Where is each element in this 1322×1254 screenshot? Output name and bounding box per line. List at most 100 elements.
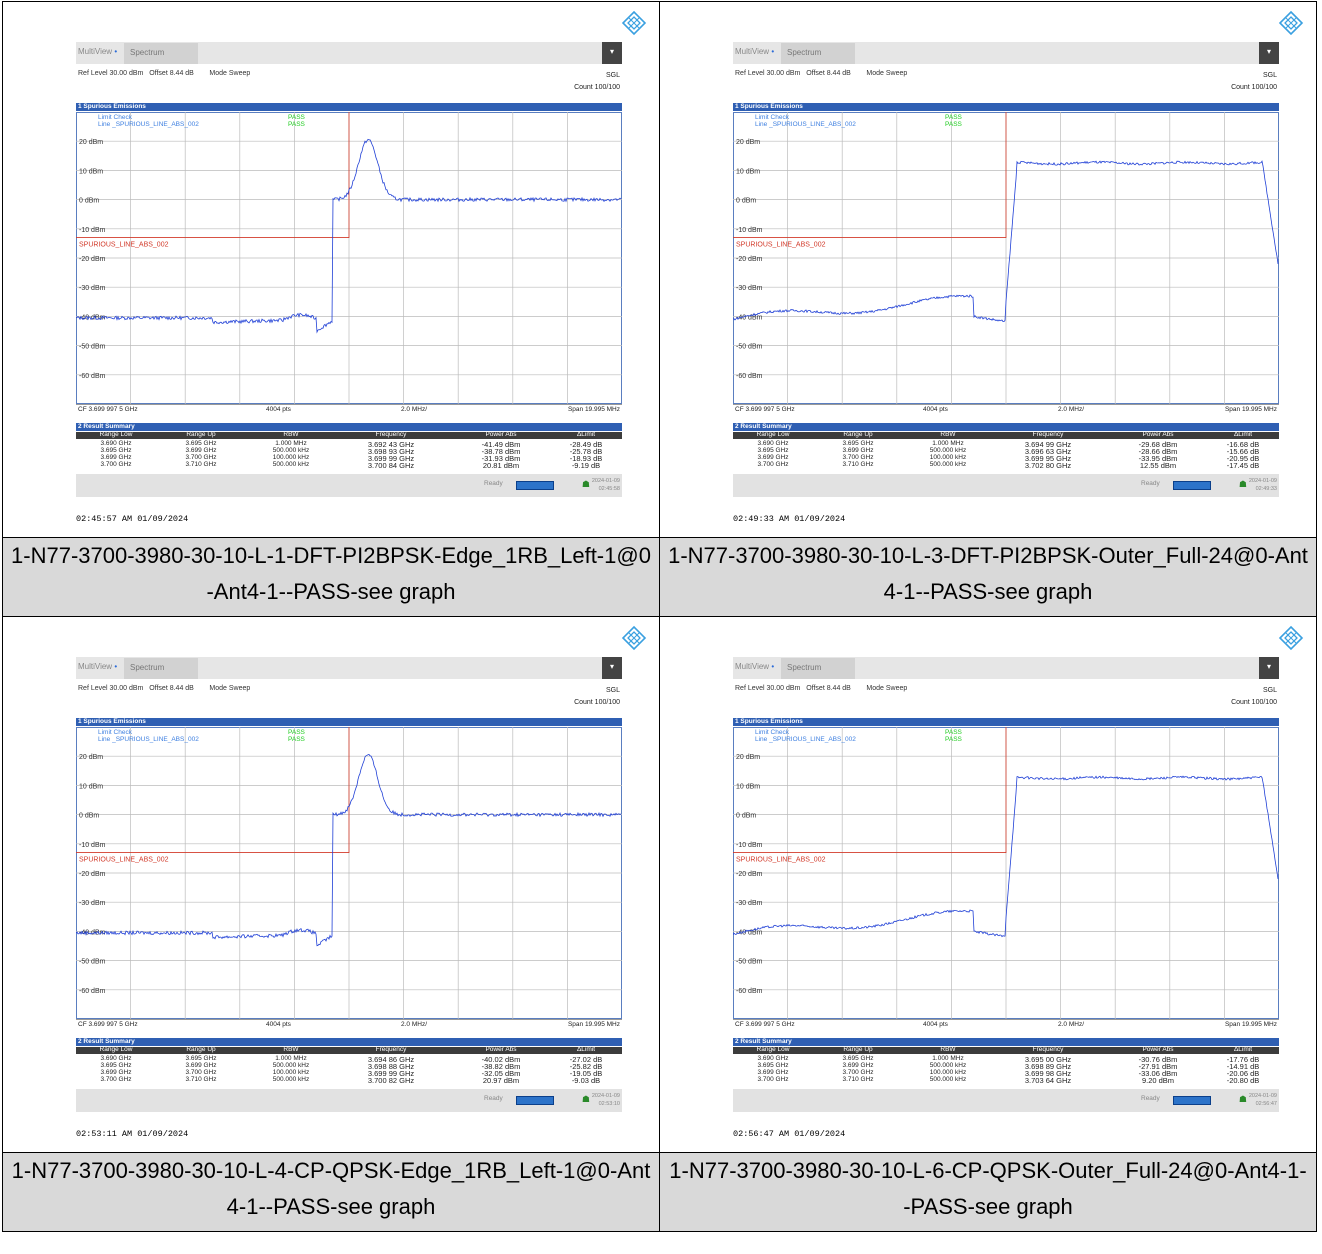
plot-footer: CF 3.699 997 5 GHz 4004 pts 2.0 MHz/ Spa… — [733, 1019, 1279, 1029]
result-cell: 500.000 kHz — [272, 1076, 310, 1083]
plot-footer: CF 3.699 997 5 GHz 4004 pts 2.0 MHz/ Spa… — [733, 404, 1279, 414]
result-cell: -25.78 dB — [569, 447, 603, 456]
sweep-info: SGL Count 100/100 — [1231, 70, 1277, 94]
center-frequency: CF 3.699 997 5 GHz — [78, 1021, 138, 1028]
division: 2.0 MHz/ — [401, 406, 428, 413]
progress-bar — [1173, 481, 1211, 490]
points-count: 4004 pts — [266, 406, 291, 413]
tab-multiview[interactable]: MultiView • — [78, 47, 117, 56]
tab-spectrum[interactable]: Spectrum — [781, 43, 855, 64]
result-cell: -19.05 dB — [569, 1069, 603, 1078]
capture-timestamp: 02:49:33 AM 01/09/2024 — [733, 514, 846, 524]
result-cell: -27.02 dB — [569, 1055, 603, 1064]
result-header-cell: Range Low — [99, 431, 133, 438]
result-cell: 1.000 MHz — [932, 1055, 964, 1062]
y-tick-label: -60 dBm — [736, 988, 763, 995]
result-cell: -32.05 dBm — [481, 1069, 521, 1078]
result-row: 3.690 GHz 3.695 GHz 1.000 MHz 3.694 86 GHz -… — [76, 1055, 622, 1064]
tab-bar: MultiView • Spectrum ▾ — [76, 42, 622, 64]
result-cell: 3.699 98 GHz — [1024, 1069, 1072, 1078]
result-cell: 3.700 GHz — [100, 461, 132, 468]
tab-bar: MultiView • Spectrum ▾ — [76, 657, 622, 679]
result-cell: -31.93 dBm — [481, 454, 521, 463]
analyzer-screen: MultiView • Spectrum ▾ Ref Level 30.00 d… — [733, 657, 1279, 1112]
result-cell: -20.06 dB — [1226, 1069, 1260, 1078]
result-cell: 3.696 63 GHz — [1024, 447, 1072, 456]
result-cell: 3.690 GHz — [757, 1055, 789, 1062]
result-cell: 9.20 dBm — [1141, 1076, 1175, 1085]
star-icon: • — [771, 662, 775, 671]
ref-level: Ref Level 30.00 dBm — [735, 70, 801, 77]
y-tick-label: 0 dBm — [736, 813, 756, 820]
spurious-title-bar: 1 Spurious Emissions — [76, 103, 622, 111]
result-header-cell: Power Abs — [485, 1046, 517, 1053]
result-cell: -33.06 dBm — [1138, 1069, 1178, 1078]
y-tick-label: 10 dBm — [736, 168, 760, 175]
tab-multiview[interactable]: MultiView • — [78, 662, 117, 671]
caption-cell-3: 1-N77-3700-3980-30-10-L-4-CP-QPSK-Edge_1… — [2, 1152, 660, 1232]
result-cell: 3.702 80 GHz — [1024, 461, 1072, 470]
capture-timestamp: 02:45:57 AM 01/09/2024 — [76, 514, 189, 524]
tab-multiview[interactable]: MultiView • — [735, 47, 774, 56]
result-cell: 3.710 GHz — [842, 461, 874, 468]
sgl-label: SGL — [605, 687, 620, 694]
result-header-cell: Frequency — [1032, 431, 1064, 438]
menu-button[interactable]: ▾ — [1259, 42, 1279, 64]
sweep-info: SGL Count 100/100 — [574, 70, 620, 94]
limit-line-label: SPURIOUS_LINE_ABS_002 — [736, 242, 826, 249]
tab-spectrum[interactable]: Spectrum — [124, 43, 198, 64]
division: 2.0 MHz/ — [1058, 406, 1085, 413]
result-cell: 3.699 99 GHz — [367, 1069, 415, 1078]
result-cell: 3.700 GHz — [185, 1069, 217, 1076]
tab-multiview[interactable]: MultiView • — [735, 662, 774, 671]
result-row: 3.700 GHz 3.710 GHz 500.000 kHz 3.700 84 GH… — [76, 461, 622, 470]
result-header-cell: Frequency — [1032, 1046, 1064, 1053]
result-summary-title: 2 Result Summary — [733, 1038, 1279, 1046]
sweep-info: SGL Count 100/100 — [1231, 685, 1277, 709]
menu-button[interactable]: ▾ — [602, 657, 622, 679]
points-count: 4004 pts — [923, 1021, 948, 1028]
result-cell: 500.000 kHz — [929, 1076, 967, 1083]
y-tick-label: -30 dBm — [736, 900, 763, 907]
capture-timestamp: 02:53:11 AM 01/09/2024 — [76, 1129, 189, 1139]
result-cell: 3.699 GHz — [185, 447, 217, 454]
result-row: 3.699 GHz 3.700 GHz 100.000 kHz 3.699 99 GH… — [76, 454, 622, 463]
y-tick-label: -60 dBm — [79, 373, 106, 380]
result-cell: 3.699 95 GHz — [1024, 454, 1072, 463]
y-tick-label: -30 dBm — [736, 285, 763, 292]
spectrum-graph: 20 dBm 10 dBm 0 dBm -10 dBm -20 dBm -30 dBm -4… — [733, 727, 1279, 1019]
menu-button[interactable]: ▾ — [602, 42, 622, 64]
result-summary-title: 2 Result Summary — [76, 423, 622, 431]
limit-line — [733, 112, 1007, 238]
result-header-cell: Range Up — [843, 431, 873, 438]
result-cell: 1.000 MHz — [275, 1055, 307, 1062]
tab-spectrum[interactable]: Spectrum — [781, 658, 855, 679]
spectrum-plot: 20 dBm 10 dBm 0 dBm -10 dBm -20 dBm -30 dBm -4… — [76, 727, 622, 1019]
mode: Mode Sweep — [866, 685, 908, 692]
limit-check-result: PASS — [288, 114, 306, 121]
result-row: 3.690 GHz 3.695 GHz 1.000 MHz 3.694 99 GHz -… — [733, 440, 1279, 449]
result-cell: 3.699 GHz — [100, 1069, 132, 1076]
mode: Mode Sweep — [209, 70, 251, 77]
tab-spectrum[interactable]: Spectrum — [124, 658, 198, 679]
result-cell: 3.700 GHz — [842, 454, 874, 461]
star-icon: • — [114, 662, 118, 671]
network-icon: ☗ — [1238, 1094, 1247, 1104]
result-row: 3.700 GHz 3.710 GHz 500.000 kHz 3.702 80 GH… — [733, 461, 1279, 470]
result-cell: 3.700 84 GHz — [367, 461, 415, 470]
caption-1: 1-N77-3700-3980-30-10-L-1-DFT-PI2BPSK-Ed… — [11, 543, 651, 604]
y-tick-label: -10 dBm — [736, 227, 763, 234]
result-row: 3.695 GHz 3.699 GHz 500.000 kHz 3.696 63 GH… — [733, 447, 1279, 456]
count-label: Count 100/100 — [574, 84, 620, 91]
division: 2.0 MHz/ — [1058, 1021, 1085, 1028]
result-cell: 1.000 MHz — [932, 440, 964, 447]
status-bar: Ready ☗ 2024-01-09 02:45:58 — [76, 474, 622, 497]
y-tick-label: -20 dBm — [79, 256, 106, 263]
result-cell: 3.700 GHz — [842, 1069, 874, 1076]
result-cell: -25.82 dB — [569, 1062, 603, 1071]
menu-button[interactable]: ▾ — [1259, 657, 1279, 679]
spectrum-trace — [76, 138, 622, 334]
offset: Offset 8.44 dB — [149, 70, 194, 77]
limit-line-label: SPURIOUS_LINE_ABS_002 — [736, 857, 826, 864]
result-header-row: Range Low Range Up RBW Frequency Power Abs ΔL… — [733, 1046, 1279, 1054]
